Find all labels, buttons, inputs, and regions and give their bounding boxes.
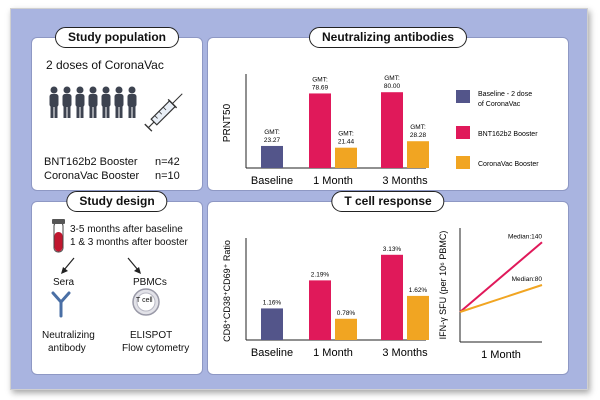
population-illustration [49, 86, 183, 132]
legend-swatch [456, 156, 470, 169]
bar [381, 254, 403, 340]
data-label: 23.27 [264, 137, 281, 144]
data-label: 3.13% [383, 246, 402, 253]
legend-swatch [456, 126, 470, 139]
data-label: 1.16% [263, 299, 282, 306]
data-label: GMT: [384, 75, 400, 82]
data-label: 28.28 [410, 132, 427, 139]
legend-label: BNT162b2 Booster [478, 131, 538, 138]
t-cell-response-chart: CD8⁺CD38⁺CD69⁺ Ratio Baseline 1 Month 3 Mon… [222, 228, 543, 361]
doses-text: 2 doses of CoronaVac [46, 58, 164, 72]
bar [407, 295, 429, 340]
person-icon [114, 86, 124, 118]
data-label: Median:80 [512, 276, 543, 283]
data-label: 21.44 [338, 139, 355, 146]
data-label: 78.69 [312, 84, 329, 91]
person-icon [101, 86, 111, 118]
neutralizing-antibodies-panel: Neutralizing antibodies PRNT50 Baseline 1 … [207, 27, 569, 191]
timing-line-1: 3-5 months after baseline [70, 224, 183, 235]
neutralizing-label: Neutralizing [42, 330, 95, 341]
person-icon [62, 86, 72, 118]
study-design-title: Study design [66, 191, 168, 212]
data-label: 0.78% [337, 310, 356, 317]
data-label: 80.00 [384, 83, 401, 90]
coronavac-booster-n: n=10 [155, 170, 180, 182]
data-label: 2.19% [311, 271, 330, 278]
bar [335, 318, 357, 340]
arrow-icon [127, 257, 141, 274]
y-axis-label: CD8⁺CD38⁺CD69⁺ Ratio [222, 240, 232, 342]
bar [309, 93, 331, 168]
data-label: GMT: [410, 124, 426, 131]
series-line [459, 284, 543, 313]
antibody-icon [51, 291, 71, 318]
sera-label: Sera [53, 277, 75, 288]
data-label: GMT: [338, 131, 354, 138]
person-icon [127, 86, 137, 118]
elispot-label: ELISPOT [130, 330, 173, 341]
series-line [459, 241, 543, 313]
pbmcs-label: PBMCs [133, 277, 167, 288]
person-icon [88, 86, 98, 118]
syringe-icon [144, 93, 183, 132]
x-tick-label: 1 Month [313, 347, 353, 359]
person-icon [75, 86, 85, 118]
timing-line-2: 1 & 3 months after booster [70, 237, 188, 248]
x-tick-label: Baseline [251, 347, 293, 359]
data-label: GMT: [312, 76, 328, 83]
y-axis-label: PRNT50 [222, 103, 233, 142]
bar [335, 147, 357, 168]
arrow-icon [61, 257, 75, 274]
figure-frame: Study population 2 doses of CoronaVac BN… [10, 8, 588, 390]
bar [381, 92, 403, 168]
data-label: Median:140 [508, 233, 542, 240]
antibody-label: antibody [48, 343, 86, 354]
x-tick-label: 1 Month [313, 175, 353, 187]
neutralizing-antibodies-title: Neutralizing antibodies [308, 27, 468, 48]
person-icons [49, 86, 137, 118]
coronavac-booster-label: CoronaVac Booster [44, 170, 140, 182]
bar [261, 145, 283, 168]
data-label: 1.62% [409, 287, 428, 294]
data-label: GMT: [264, 129, 280, 136]
study-design-illustration [51, 219, 160, 318]
x-tick-label: 3 Months [382, 175, 428, 187]
person-icon [49, 86, 59, 118]
legend-label: Baseline - 2 dose [478, 91, 532, 98]
x-tick-label: 3 Months [382, 347, 428, 359]
study-design-panel: Study design [31, 191, 203, 375]
t-cell-response-panel: T cell response CD8⁺CD38⁺CD69⁺ Ratio Base… [207, 191, 569, 375]
y-axis-label: IFN-γ SFU (per 10⁶ PBMC) [438, 231, 448, 340]
legend-label: of CoronaVac [478, 101, 521, 108]
bar [407, 141, 429, 168]
t-cell-label: T cell [136, 297, 153, 304]
legend-swatch [456, 90, 470, 103]
study-population-title: Study population [55, 27, 179, 48]
bnt-booster-n: n=42 [155, 156, 180, 168]
bar [309, 280, 331, 340]
bar [261, 308, 283, 340]
t-cell-icon [132, 288, 160, 316]
bnt-booster-label: BNT162b2 Booster [44, 156, 138, 168]
flow-cytometry-label: Flow cytometry [122, 343, 190, 354]
legend-label: CoronaVac Booster [478, 161, 539, 168]
study-population-panel: Study population 2 doses of CoronaVac BN… [31, 27, 203, 191]
x-tick-label: 1 Month [481, 349, 521, 361]
blood-tube-icon [52, 219, 65, 253]
x-tick-label: Baseline [251, 175, 293, 187]
t-cell-response-title: T cell response [331, 191, 445, 212]
